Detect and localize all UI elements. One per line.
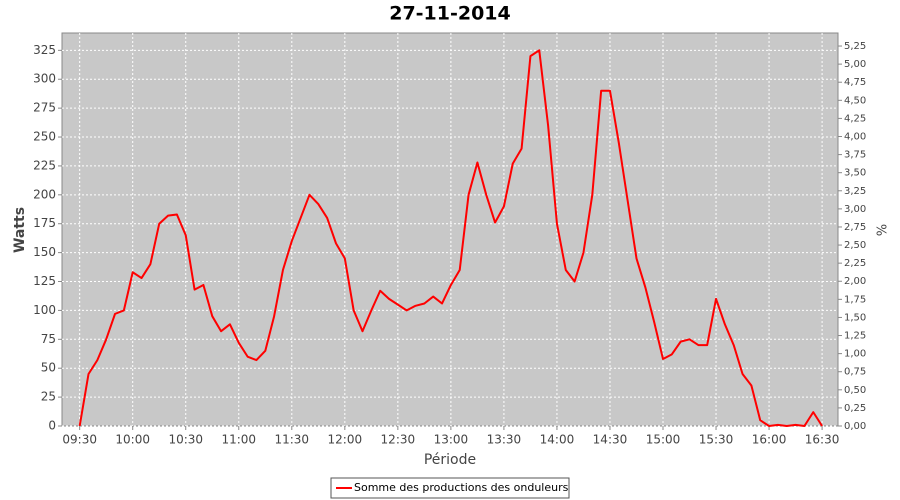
x-tick-label: 11:00 (221, 433, 256, 447)
plot-area (61, 32, 839, 427)
x-axis-label: Période (424, 452, 476, 468)
x-tick-label: 13:00 (434, 433, 469, 447)
series-line (78, 49, 823, 427)
x-tick-label: 15:30 (699, 433, 734, 447)
x-tick-label: 09:30 (62, 433, 97, 447)
y2-tick-label: 2,25 (844, 258, 866, 269)
y2-tick-label: 0,50 (844, 385, 866, 396)
y2-tick-label: 2,75 (844, 222, 866, 233)
y2-tick-label: 0,00 (844, 421, 866, 432)
y-tick-label: 0 (48, 419, 56, 433)
y-tick-label: 125 (33, 274, 56, 288)
x-tick-label: 12:30 (381, 433, 416, 447)
y2-tick-label: 5,25 (844, 41, 866, 52)
y2-tick-label: 4,75 (844, 77, 866, 88)
y-tick-label: 325 (33, 43, 56, 57)
x-tick-label: 11:30 (274, 433, 309, 447)
chart-title: 27-11-2014 (389, 3, 511, 25)
y2-tick-label: 3,25 (844, 186, 866, 197)
x-tick-label: 10:30 (168, 433, 203, 447)
y2-tick-label: 1,75 (844, 294, 866, 305)
x-tick-label: 14:30 (593, 433, 628, 447)
y-tick-label: 250 (33, 130, 56, 144)
y-axis-label: Watts (12, 207, 28, 253)
y-tick-label: 200 (33, 187, 56, 201)
legend-label: Somme des productions des onduleurs (354, 481, 569, 494)
y2-tick-label: 4,50 (844, 95, 866, 106)
y2-tick-label: 3,75 (844, 150, 866, 161)
x-tick-label: 14:00 (540, 433, 575, 447)
y2-tick-label: 3,50 (844, 168, 866, 179)
y2-tick-label: 1,00 (844, 349, 866, 360)
x-tick-label: 12:00 (328, 433, 363, 447)
x-tick-label: 13:30 (487, 433, 522, 447)
x-tick-label: 15:00 (646, 433, 681, 447)
y-tick-label: 225 (33, 158, 56, 172)
y2-tick-label: 2,00 (844, 276, 866, 287)
y2-tick-label: 2,50 (844, 240, 866, 251)
x-tick-label: 10:00 (115, 433, 150, 447)
y-tick-label: 25 (41, 390, 56, 404)
y2-axis-label: % (873, 224, 888, 236)
x-tick-label: 16:00 (752, 433, 787, 447)
y-tick-label: 150 (33, 245, 56, 259)
y-tick-label: 275 (33, 101, 56, 115)
y2-tick-label: 0,75 (844, 367, 866, 378)
y2-tick-label: 1,25 (844, 331, 866, 342)
y2-tick-label: 1,50 (844, 312, 866, 323)
y2-tick-label: 4,00 (844, 131, 866, 142)
legend (330, 477, 570, 499)
y2-tick-label: 3,00 (844, 204, 866, 215)
y2-tick-label: 0,25 (844, 403, 866, 414)
y-tick-label: 75 (41, 332, 56, 346)
x-tick-label: 16:30 (805, 433, 840, 447)
y-tick-label: 300 (33, 72, 56, 86)
y-tick-label: 100 (33, 303, 56, 317)
y-tick-label: 175 (33, 216, 56, 230)
y2-tick-label: 5,00 (844, 59, 866, 70)
y-tick-label: 50 (41, 361, 56, 375)
y2-tick-label: 4,25 (844, 113, 866, 124)
